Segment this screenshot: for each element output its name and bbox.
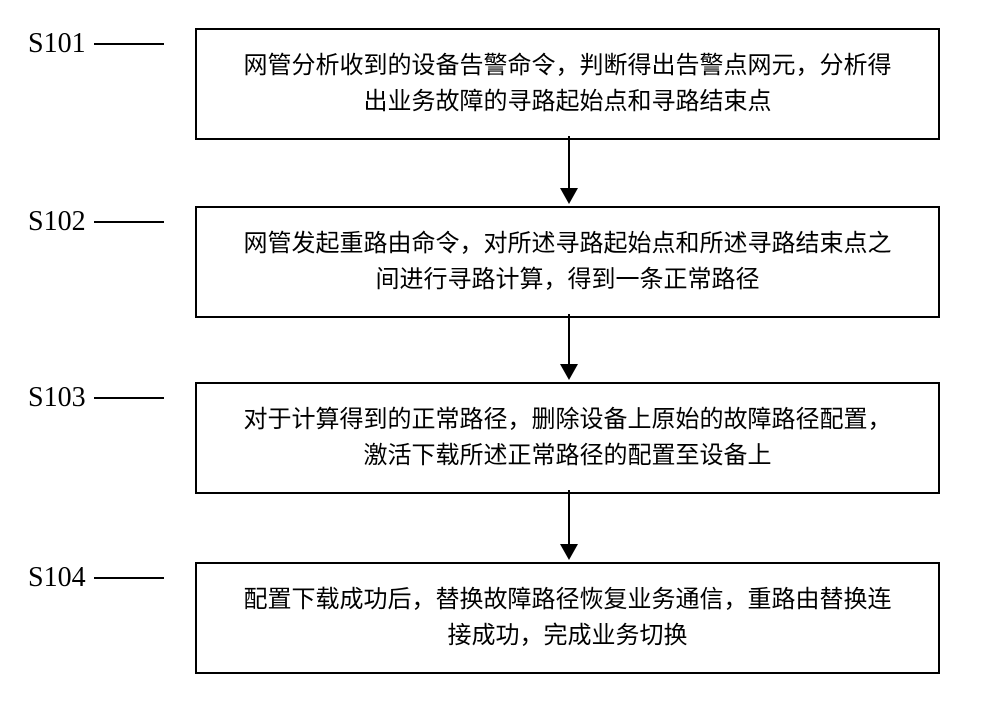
step-s104: S104 [28,562,164,594]
step-box-s103: 对于计算得到的正常路径，删除设备上原始的故障路径配置， 激活下载所述正常路径的配… [195,382,940,494]
step-text-line2-s101: 出业务故障的寻路起始点和寻路结束点 [221,84,914,120]
arrow-1 [560,136,578,204]
step-text-line1-s102: 网管发起重路由命令，对所述寻路起始点和所述寻路结束点之 [221,226,914,262]
step-text-line1-s103: 对于计算得到的正常路径，删除设备上原始的故障路径配置， [221,402,914,438]
step-text-line1-s101: 网管分析收到的设备告警命令，判断得出告警点网元，分析得 [221,48,914,84]
step-text-line2-s102: 间进行寻路计算，得到一条正常路径 [221,262,914,298]
step-text-line2-s103: 激活下载所述正常路径的配置至设备上 [221,438,914,474]
step-box-s104: 配置下载成功后，替换故障路径恢复业务通信，重路由替换连 接成功，完成业务切换 [195,562,940,674]
step-box-s101: 网管分析收到的设备告警命令，判断得出告警点网元，分析得 出业务故障的寻路起始点和… [195,28,940,140]
connector-s101 [94,43,164,45]
arrow-line-2 [568,314,570,364]
step-s101: S101 [28,28,164,60]
arrow-3 [560,490,578,560]
step-box-s102: 网管发起重路由命令，对所述寻路起始点和所述寻路结束点之 间进行寻路计算，得到一条… [195,206,940,318]
arrow-head-1 [560,188,578,204]
connector-s102 [94,221,164,223]
arrow-line-3 [568,490,570,544]
step-s102: S102 [28,206,164,238]
step-label-s101: S101 [28,28,86,60]
step-s103: S103 [28,382,164,414]
step-text-line2-s104: 接成功，完成业务切换 [221,618,914,654]
step-text-line1-s104: 配置下载成功后，替换故障路径恢复业务通信，重路由替换连 [221,582,914,618]
step-label-s102: S102 [28,206,86,238]
arrow-2 [560,314,578,380]
arrow-line-1 [568,136,570,188]
arrow-head-2 [560,364,578,380]
step-label-s104: S104 [28,562,86,594]
arrow-head-3 [560,544,578,560]
connector-s103 [94,397,164,399]
step-label-s103: S103 [28,382,86,414]
connector-s104 [94,577,164,579]
